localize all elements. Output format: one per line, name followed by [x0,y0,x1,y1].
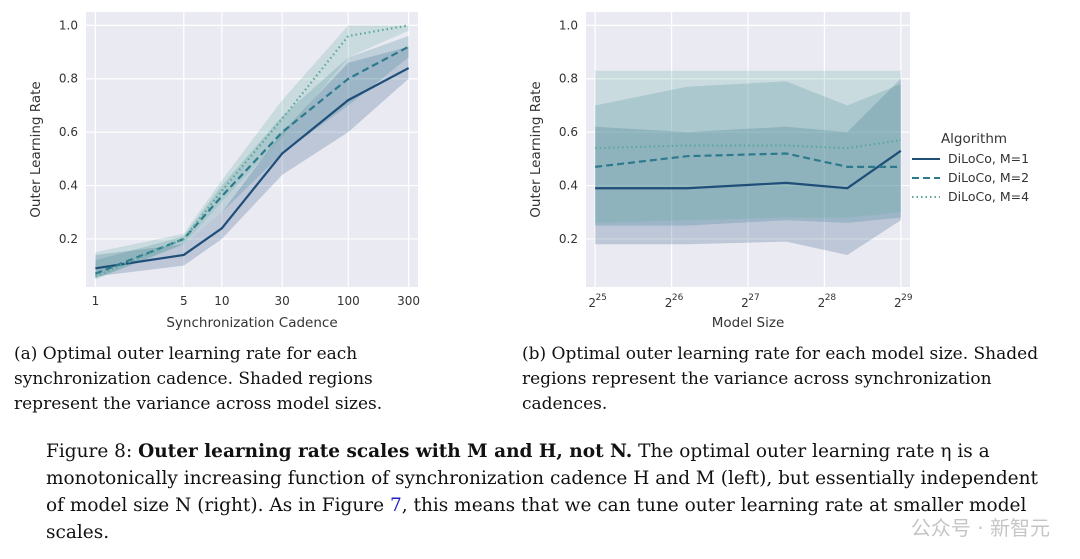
left-chart-svg: 0.2 0.4 0.6 0.8 1.0 1 5 10 30 100 300 Synchronizati… [28,12,420,331]
x-tick-label: 1 [92,294,100,308]
series-band-3 [595,70,901,223]
x-tick-label: 100 [337,294,360,308]
x-tick-label: 30 [275,294,290,308]
x-tick-exponent: 27 [748,293,759,303]
series-line-2 [94,45,410,275]
series-band-1 [595,78,901,255]
x-axis-label: Synchronization Cadence [166,315,337,331]
y-tick-label: 0.4 [559,179,578,193]
y-tick-label: 0.8 [59,72,78,86]
y-axis-label: Outer Learning Rate [28,81,44,217]
x-tick-exponent: 28 [825,293,837,303]
right-chart: 0.2 0.4 0.6 0.8 1.0 2 25 2 26 2 27 2 28 2 29 Model Size… [510,0,1070,339]
series-band-3 [95,25,409,279]
y-tick-label: 0.2 [559,232,578,246]
legend-label-2: DiLoCo, M=2 [948,170,1029,185]
y-tick-label: 1.0 [59,18,78,32]
x-tick-label: 2 [818,296,826,310]
figure-reference-link[interactable]: 7 [389,495,402,516]
figure-caption-part2: , this means that we can tune outer lear… [46,495,1027,543]
y-tick-label: 0.6 [59,125,78,139]
series-line-1 [95,67,410,270]
legend: Algorithm DiLoCo, M=1 DiLoCo, M=2 DiLoCo, M… [912,131,1029,204]
legend-label-3: DiLoCo, M=4 [948,189,1029,204]
legend-label-1: DiLoCo, M=1 [948,151,1029,166]
x-tick-label: 5 [180,294,188,308]
series-band-2 [95,36,409,279]
x-tick-label: 10 [214,294,229,308]
caption-left: (a) Optimal outer learning rate for each… [14,344,383,414]
x-tick-exponent: 26 [672,293,684,303]
figure-caption-part1: The optimal outer learning rate η is a m… [46,441,1038,516]
series-band-1 [95,46,409,277]
x-axis-label: Model Size [712,315,785,331]
series-line-3 [595,139,901,150]
x-tick-label: 300 [397,294,420,308]
legend-title: Algorithm [941,131,1007,147]
plot-area [86,12,418,287]
x-tick-label: 2 [741,296,749,310]
series-band-2 [595,81,901,226]
figure-caption: Figure 8: Outer learning rate scales wit… [46,438,1046,546]
figure-caption-prefix: Figure 8: [46,441,139,462]
y-tick-label: 0.2 [59,232,78,246]
y-tick-label: 0.8 [559,72,578,86]
x-tick-label: 2 [588,296,596,310]
left-chart: 0.2 0.4 0.6 0.8 1.0 1 5 10 30 100 300 Synchronizati… [0,0,440,339]
watermark: 公众号 · 新智元 [910,516,1050,540]
x-tick-exponent: 29 [901,293,913,303]
y-tick-label: 0.4 [59,179,78,193]
x-tick-label: 2 [665,296,673,310]
caption-right: (b) Optimal outer learning rate for each… [522,344,1039,414]
x-tick-label: 2 [894,296,902,310]
y-axis-label: Outer Learning Rate [528,81,544,217]
y-tick-label: 1.0 [559,18,578,32]
x-tick-exponent: 25 [595,293,606,303]
figure-caption-bold: Outer learning rate scales with M and H,… [138,441,633,462]
y-tick-label: 0.6 [559,125,578,139]
